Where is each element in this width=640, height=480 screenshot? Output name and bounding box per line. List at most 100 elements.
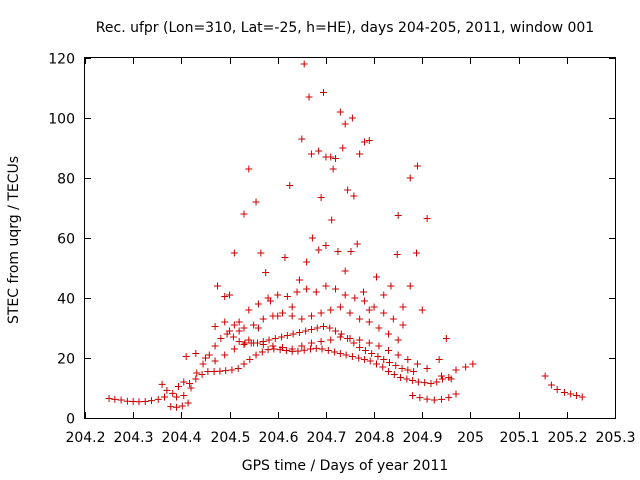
data-point [567,390,575,398]
data-point [353,240,361,248]
data-point [222,367,230,375]
data-point [315,246,323,254]
data-point [356,344,364,351]
data-point [313,324,321,332]
data-point [438,395,446,403]
data-point [182,353,190,360]
data-point [180,392,188,399]
y-tick-label: 40 [57,292,75,308]
data-point [398,365,406,372]
data-point [278,333,286,341]
data-point [360,297,368,305]
data-point [294,347,302,355]
y-tick-label: 60 [57,232,75,248]
data-point [262,269,270,276]
data-point [348,114,356,122]
x-tick-label: 204.3 [113,430,153,446]
data-point [322,242,330,249]
data-point [271,335,279,342]
data-point [258,348,266,356]
data-point [274,291,282,299]
data-point [308,234,316,242]
data-point [337,330,345,338]
data-point [452,366,460,374]
data-point [317,338,325,345]
data-point [201,354,209,362]
data-point [147,397,155,405]
data-point [423,365,431,372]
data-point [288,312,296,320]
x-tick-label: 205.3 [595,430,635,446]
data-point [385,330,393,338]
data-point [380,309,388,317]
data-point [265,336,273,344]
data-point [117,396,125,404]
data-point [359,288,367,296]
data-point [394,212,402,219]
data-point [211,342,219,350]
data-point [141,398,149,405]
data-point [254,300,262,308]
data-point [320,89,327,96]
data-point [366,357,374,365]
data-point [234,365,242,372]
data-point [259,341,267,348]
x-tick-label: 205.2 [547,430,587,446]
data-point [303,258,311,266]
data-point [257,249,265,257]
data-point [154,395,162,403]
data-point [198,371,206,378]
data-point [307,312,315,320]
data-point [214,282,221,290]
data-point [385,368,393,375]
data-point [350,192,358,200]
data-point [368,350,376,357]
data-point [351,294,359,302]
data-point [406,282,414,290]
data-point [174,383,182,390]
data-point [404,366,412,374]
data-point [305,93,313,101]
data-point [360,356,368,363]
data-point [221,318,229,326]
data-point [332,155,340,162]
data-point [390,371,398,378]
data-point [394,351,402,359]
data-point [327,336,335,344]
data-point [169,389,177,397]
data-point [339,144,347,152]
data-point [356,336,364,344]
data-point [392,362,400,369]
data-point [439,375,447,383]
data-point [298,315,306,323]
data-point [204,368,212,375]
data-point [288,345,296,353]
data-point [374,353,382,360]
data-point [350,339,358,347]
data-point [409,377,417,384]
data-point [344,186,352,194]
data-point [386,359,394,366]
axis-ticks: 204.2 204.3 204.4 204.5 204.6 204.7 204.8 204.9… [48,52,635,447]
data-point [327,306,335,314]
chart-title: Rec. ufpr (Lon=310, Lat=-25, h=HE), days… [96,20,594,36]
data-point [167,403,175,411]
data-point [235,327,243,335]
data-point [281,254,289,261]
data-point [409,392,417,399]
data-point [205,351,213,359]
data-point [173,403,181,411]
data-point [158,380,166,388]
data-point [245,165,253,173]
data-point [423,215,431,222]
x-tick-label: 204.6 [258,430,298,446]
data-point [252,351,260,359]
data-point [180,378,188,386]
data-point [360,138,368,146]
data-point [442,335,450,342]
data-point [279,344,287,351]
data-point [240,210,248,218]
data-point [328,216,336,224]
data-point [307,339,315,347]
data-point [300,346,308,354]
